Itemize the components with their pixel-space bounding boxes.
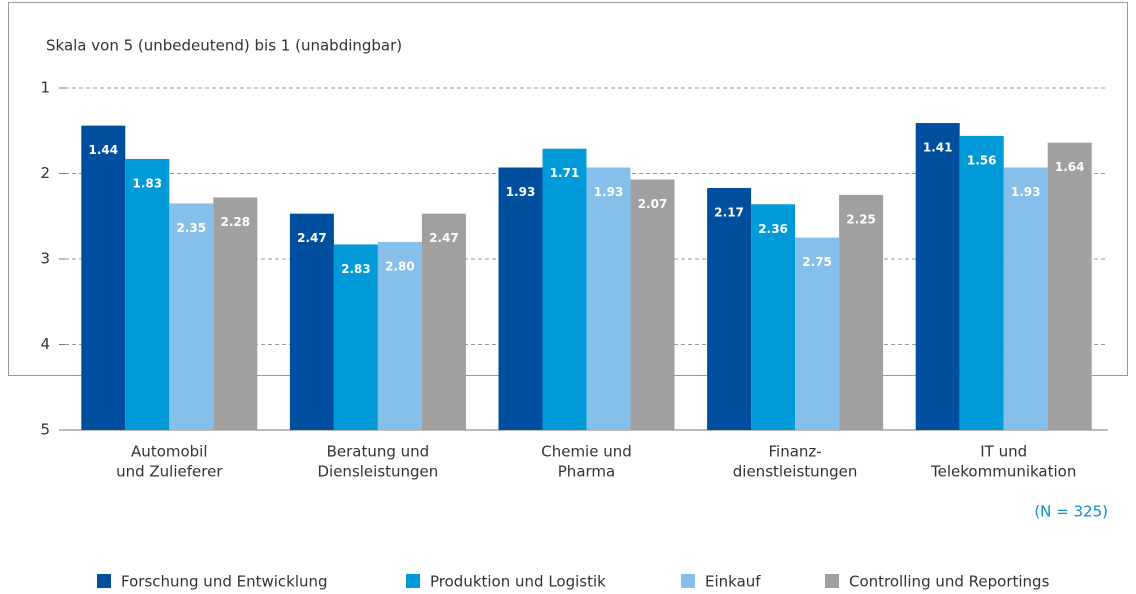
x-tick-label: und Zulieferer [116,463,223,481]
x-tick-label: Beratung und [327,443,430,461]
legend-label: Controlling und Reportings [849,573,1050,591]
legend-swatch [825,574,839,588]
bar [586,167,631,430]
value-label: 1.71 [550,166,580,180]
legend-swatch [681,574,695,588]
x-tick-label: Pharma [558,463,615,481]
value-label: 1.56 [967,153,997,167]
value-label: 2.47 [429,231,459,245]
x-tick-label: Finanz- [768,443,821,461]
bar [915,123,960,431]
bar [839,194,884,430]
value-label: 2.83 [341,262,371,276]
bar [959,135,1004,430]
legend-label: Produktion und Logistik [430,573,606,591]
y-tick-label: 2 [40,164,50,182]
value-label: 2.07 [638,197,668,211]
legend-swatch [406,574,420,588]
axis-label: Skala von 5 (unbedeutend) bis 1 (unabdin… [46,37,402,55]
value-label: 2.47 [297,231,327,245]
bar [751,204,796,430]
bar [213,197,258,430]
value-label: 2.35 [176,221,206,235]
x-tick-label: Chemie und [541,443,632,461]
value-label: 2.80 [385,259,415,273]
value-label: 1.64 [1055,160,1085,174]
bar [81,125,126,431]
bar [421,213,466,430]
legend-label: Einkauf [705,573,761,591]
y-tick-label: 3 [40,250,50,268]
value-label: 2.25 [846,212,876,226]
legend-label: Forschung und Entwicklung [121,573,328,591]
bar [707,188,752,430]
x-tick-label: dienstleistungen [733,463,858,481]
y-tick-label: 5 [40,421,50,439]
legend-swatch [97,574,111,588]
value-label: 1.41 [923,141,953,155]
value-label: 1.83 [132,176,162,190]
bar [333,244,378,430]
bar [169,203,214,430]
bar [630,179,675,430]
bar [1047,142,1092,430]
annotation: (N = 325) [1034,503,1108,521]
value-label: 1.44 [88,143,118,157]
bar [125,158,170,430]
x-tick-label: Automobil [131,443,207,461]
x-tick-label: IT und [980,443,1027,461]
bar [377,241,422,430]
value-label: 2.75 [802,255,832,269]
y-tick-label: 4 [40,335,50,353]
x-tick-label: Diensleistungen [317,463,438,481]
bar [795,237,840,430]
x-tick-label: Telekommunikation [930,463,1076,481]
bar [498,167,543,430]
y-tick-label: 1 [40,79,50,97]
value-label: 1.93 [506,185,536,199]
value-label: 2.28 [220,215,250,229]
value-label: 2.36 [758,222,788,236]
bar [542,148,587,430]
bar [289,213,334,430]
value-label: 1.93 [594,185,624,199]
bar [1003,167,1048,430]
value-label: 1.93 [1011,185,1041,199]
value-label: 2.17 [714,206,744,220]
